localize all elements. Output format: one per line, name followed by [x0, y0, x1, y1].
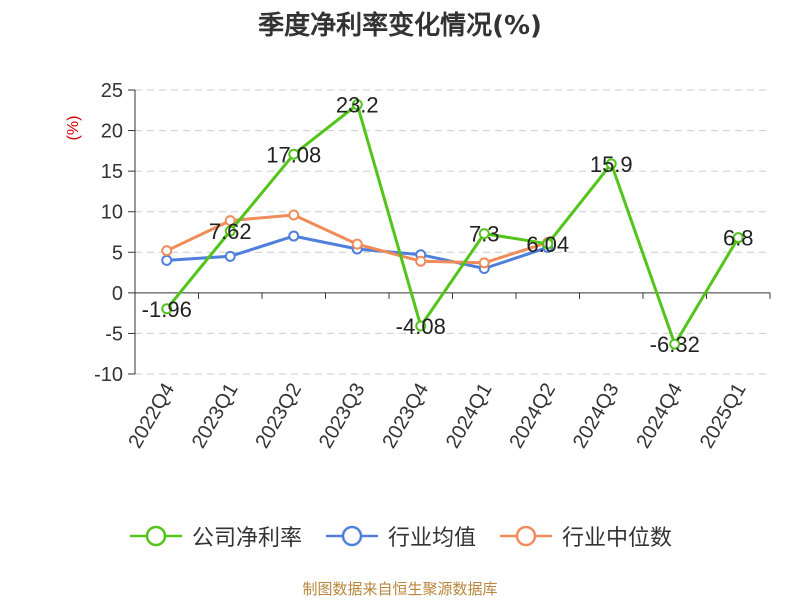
legend-item: 公司净利率	[128, 520, 302, 552]
legend-line-marker	[325, 525, 378, 547]
data-label: -1.96	[142, 297, 192, 322]
x-tick-label: 2024Q2	[505, 380, 560, 453]
data-label: 15.9	[590, 152, 633, 177]
data-label: -6.32	[650, 332, 700, 357]
legend-line-marker	[500, 525, 552, 547]
data-point	[288, 148, 300, 160]
data-point	[351, 99, 363, 111]
data-point	[415, 320, 427, 332]
x-tick-label: 2025Q1	[696, 380, 751, 453]
data-label: -4.08	[396, 314, 446, 339]
x-tick-label: 2023Q3	[315, 380, 370, 453]
chart-title: 季度净利率变化情况(%)	[258, 11, 542, 41]
x-tick-label: 2023Q2	[251, 380, 306, 453]
legend-label: 公司净利率	[191, 526, 302, 551]
data-point	[542, 238, 554, 250]
data-point	[478, 257, 490, 269]
legend: 公司净利率 行业均值 行业中位数	[0, 520, 800, 552]
data-label: 6.04	[526, 232, 569, 257]
series-line	[165, 103, 740, 346]
y-tick-label: -10	[94, 364, 123, 386]
legend-line-marker	[129, 525, 182, 547]
data-point	[732, 232, 744, 244]
y-tick-label: 20	[101, 121, 123, 143]
y-tick-label: 0	[112, 283, 123, 305]
x-tick-label: 2023Q1	[188, 380, 243, 453]
data-point	[415, 255, 427, 267]
data-point	[351, 238, 363, 250]
series-layer	[161, 99, 744, 350]
x-tick-label: 2022Q4	[124, 380, 179, 453]
data-label: 7.62	[209, 219, 252, 244]
data-label: 23.2	[336, 93, 379, 118]
x-tick-label: 2023Q4	[378, 380, 433, 453]
x-tick-label: 2024Q1	[442, 380, 497, 453]
data-point	[288, 209, 300, 221]
data-point	[605, 158, 617, 170]
y-tick-label: 10	[101, 202, 123, 224]
data-point	[161, 245, 173, 257]
legend-item: 行业中位数	[498, 520, 672, 552]
data-point	[288, 230, 300, 242]
x-tick-label: 2024Q3	[569, 380, 624, 453]
data-point	[669, 338, 681, 350]
y-tick-label: 15	[101, 161, 123, 183]
grid-layer	[135, 89, 770, 375]
data-point	[224, 225, 236, 237]
legend-label: 行业中位数	[562, 526, 673, 551]
y-tick-label: 5	[112, 242, 123, 264]
data-point	[224, 250, 236, 262]
data-point	[224, 215, 236, 227]
y-tick-label: 25	[101, 80, 123, 102]
data-point	[478, 228, 490, 240]
data-point	[161, 254, 173, 266]
data-label: 6.8	[723, 226, 754, 251]
legend-label: 行业均值	[387, 526, 476, 551]
data-label: 17.08	[266, 142, 321, 167]
legend-item: 行业均值	[324, 520, 476, 552]
x-tick-label: 2024Q4	[632, 380, 687, 453]
data-label-layer: -1.96 7.62 17.08 23.2 -4.08 7.3 6.04 15.9 -6.32 6…	[142, 93, 754, 358]
y-axis-label: (%)	[65, 116, 82, 141]
data-point	[161, 303, 173, 315]
y-tick-label: -5	[105, 323, 123, 345]
source-note: 制图数据来自恒生聚源数据库	[302, 580, 498, 598]
data-label: 7.3	[469, 222, 500, 247]
